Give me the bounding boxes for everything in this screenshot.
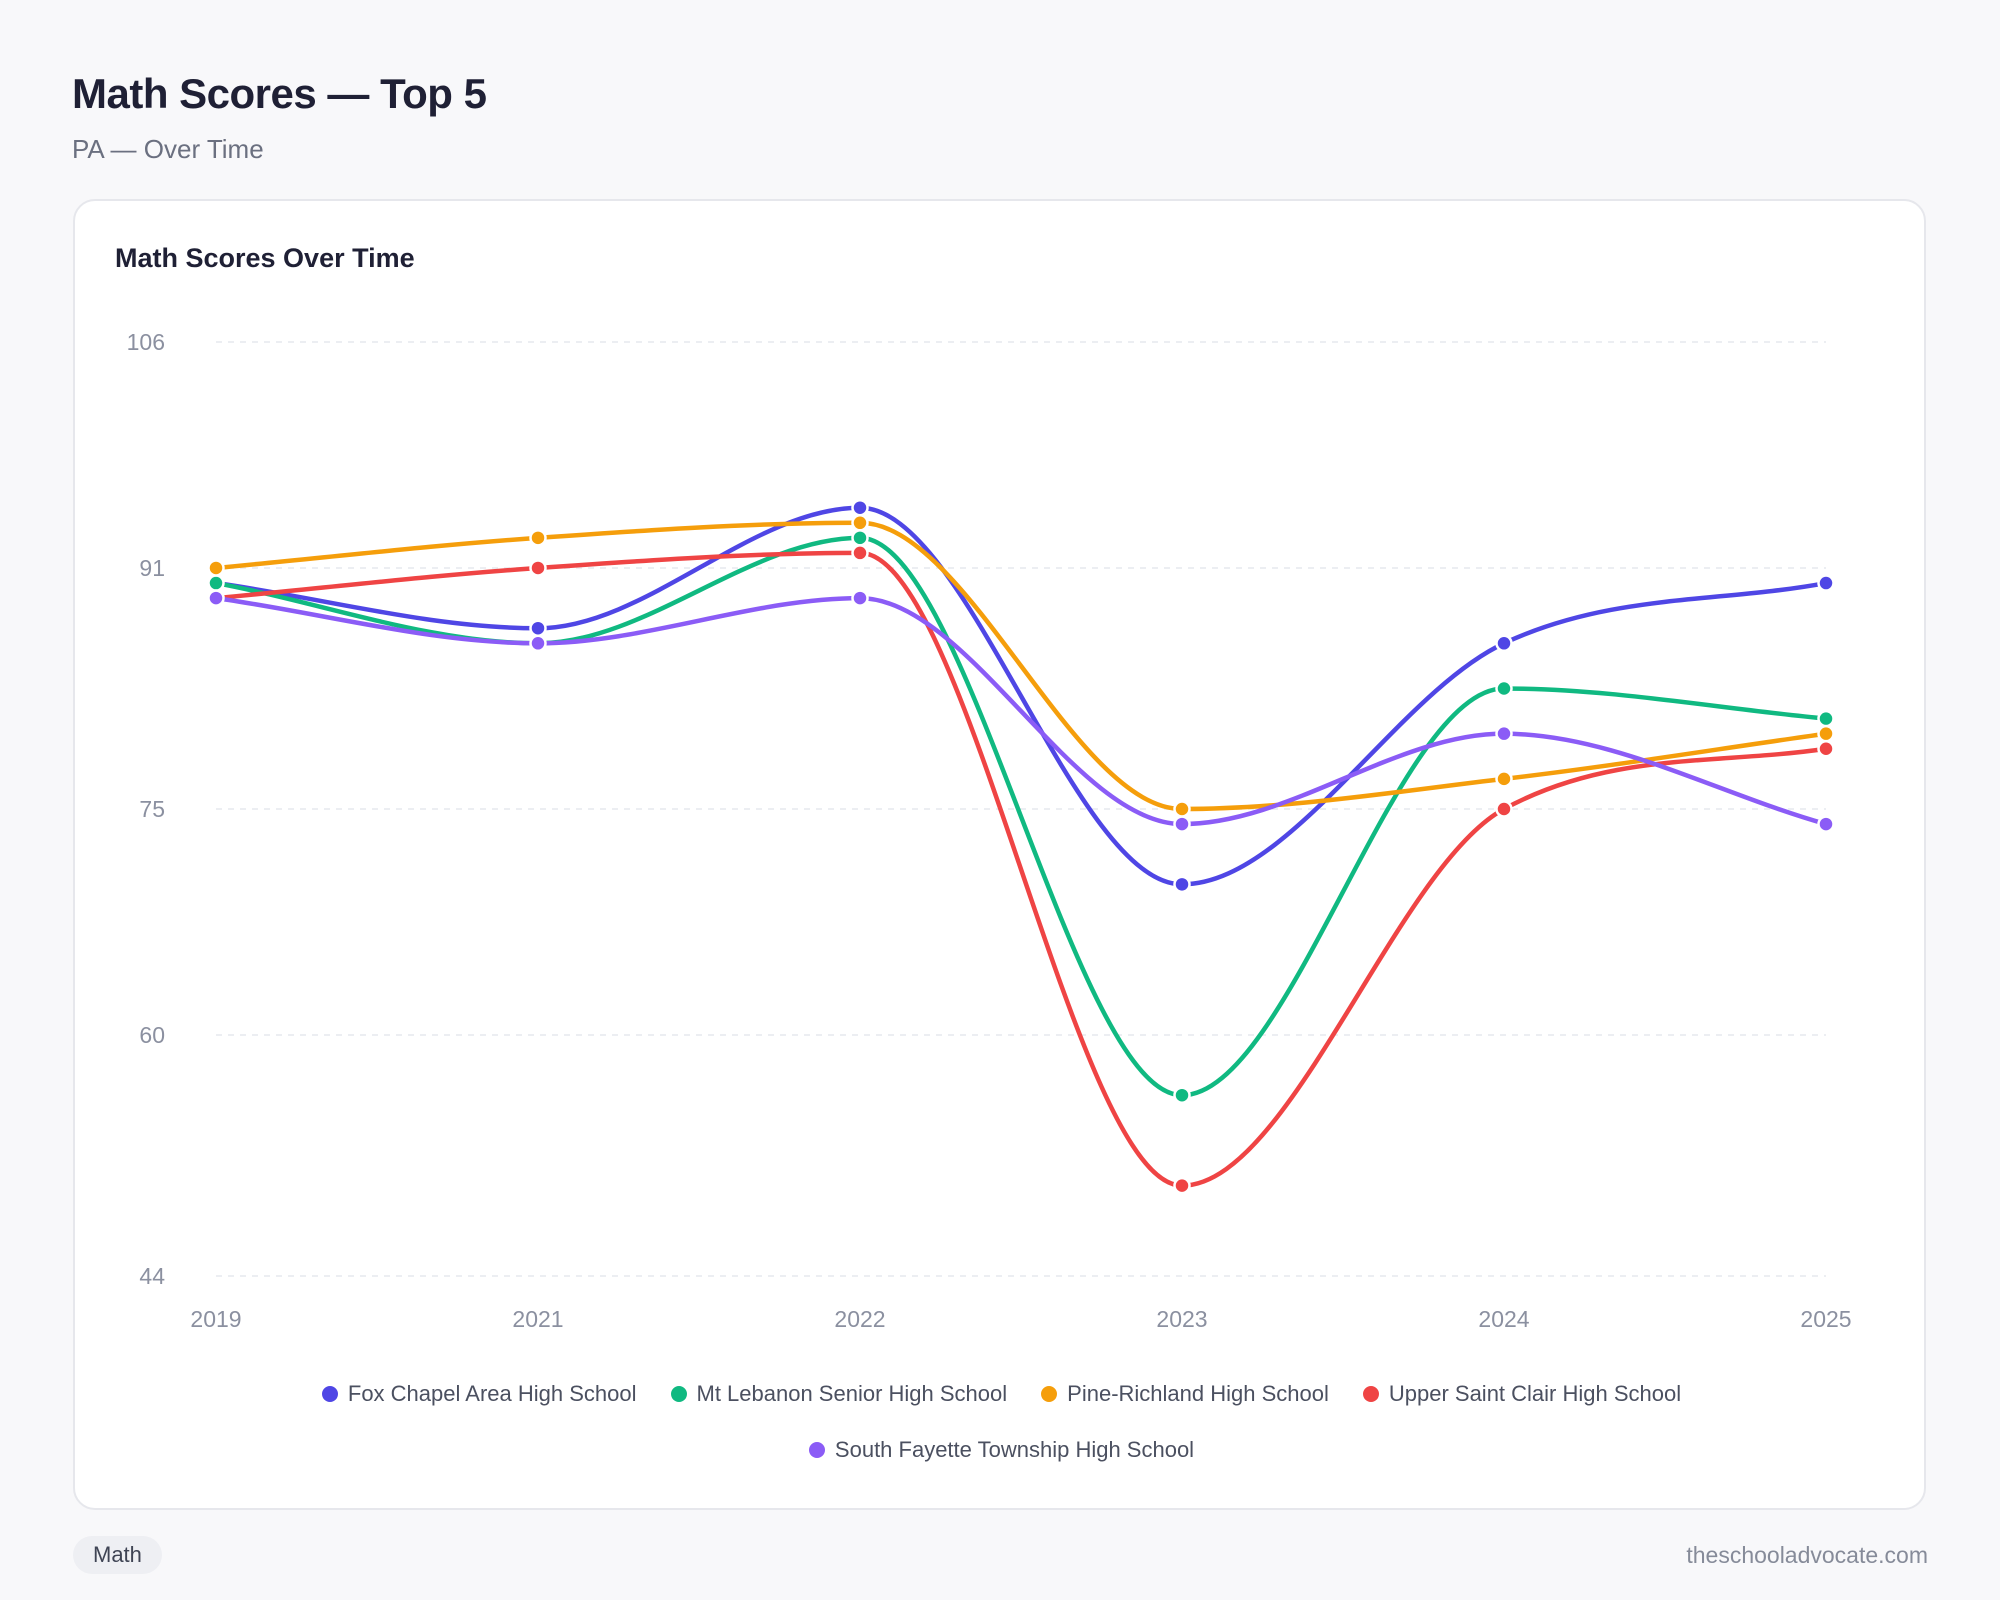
line-chart: 44 60 75 91 106 2019 2021 2022 2023 2024 2025 bbox=[127, 329, 1852, 1332]
data-point bbox=[1495, 770, 1513, 788]
x-tick-label: 2025 bbox=[1800, 1306, 1851, 1332]
x-tick-label: 2022 bbox=[834, 1306, 885, 1332]
data-point bbox=[207, 574, 225, 592]
data-point bbox=[207, 589, 225, 607]
page-title: Math Scores — Top 5 bbox=[72, 70, 487, 117]
data-point bbox=[1817, 815, 1835, 833]
series-3 bbox=[207, 544, 1835, 1195]
data-point bbox=[529, 529, 547, 547]
chart-legend: Fox Chapel Area High School Mt Lebanon Se… bbox=[75, 1381, 1928, 1493]
subject-tag[interactable]: Math bbox=[73, 1536, 162, 1574]
legend-label: Pine-Richland High School bbox=[1067, 1381, 1329, 1406]
legend-label: South Fayette Township High School bbox=[834, 1437, 1195, 1462]
data-point bbox=[1173, 1086, 1191, 1104]
legend-item[interactable]: Pine-Richland High School bbox=[1041, 1381, 1329, 1407]
legend-item[interactable]: South Fayette Township High School bbox=[808, 1437, 1195, 1463]
series-2 bbox=[207, 514, 1835, 818]
data-point bbox=[1817, 574, 1835, 592]
y-tick-label: 44 bbox=[139, 1263, 165, 1289]
x-tick-label: 2024 bbox=[1478, 1306, 1529, 1332]
data-point bbox=[851, 589, 869, 607]
data-point bbox=[851, 498, 869, 517]
data-point bbox=[529, 619, 547, 637]
series-line bbox=[213, 595, 1829, 827]
data-point bbox=[851, 544, 869, 562]
data-point bbox=[1173, 1176, 1191, 1195]
data-point bbox=[1173, 875, 1191, 894]
series-0 bbox=[207, 498, 1835, 894]
data-point bbox=[1817, 724, 1835, 743]
page-subtitle: PA — Over Time bbox=[72, 134, 264, 164]
legend-item[interactable]: Fox Chapel Area High School bbox=[321, 1381, 637, 1407]
data-point bbox=[207, 559, 225, 577]
series-line bbox=[213, 550, 1829, 1188]
legend-swatch bbox=[321, 1386, 338, 1402]
legend-row: Fox Chapel Area High School Mt Lebanon Se… bbox=[75, 1381, 1928, 1407]
data-point bbox=[1817, 739, 1835, 758]
data-point bbox=[1495, 800, 1513, 818]
data-point bbox=[851, 514, 869, 532]
legend-swatch bbox=[670, 1386, 687, 1402]
x-tick-label: 2021 bbox=[512, 1306, 563, 1332]
chart-card: Math Scores Over Time 44 60 75 91 106 2019 202… bbox=[73, 199, 1926, 1510]
y-tick-label: 91 bbox=[139, 555, 165, 581]
data-point bbox=[529, 634, 547, 653]
data-point bbox=[1495, 724, 1513, 743]
legend-label: Upper Saint Clair High School bbox=[1388, 1381, 1682, 1406]
data-point bbox=[529, 559, 547, 577]
y-tick-label: 106 bbox=[127, 329, 165, 355]
legend-label: Fox Chapel Area High School bbox=[347, 1381, 637, 1406]
chart-title: Math Scores Over Time bbox=[115, 243, 415, 273]
series-line bbox=[213, 520, 1829, 812]
site-credit[interactable]: theschooladvocate.com bbox=[1686, 1542, 1928, 1568]
legend-item[interactable]: Upper Saint Clair High School bbox=[1362, 1381, 1682, 1407]
legend-label: Mt Lebanon Senior High School bbox=[696, 1381, 1008, 1406]
data-point bbox=[1495, 634, 1513, 653]
data-point bbox=[1173, 800, 1191, 818]
series-4 bbox=[207, 589, 1835, 833]
data-point bbox=[1173, 815, 1191, 833]
y-tick-label: 75 bbox=[139, 796, 165, 822]
x-tick-label: 2019 bbox=[190, 1306, 241, 1332]
legend-swatch bbox=[1041, 1386, 1058, 1402]
y-tick-label: 60 bbox=[139, 1022, 165, 1048]
legend-swatch bbox=[1362, 1386, 1379, 1402]
data-point bbox=[1817, 709, 1835, 728]
x-tick-label: 2023 bbox=[1156, 1306, 1207, 1332]
legend-item[interactable]: Mt Lebanon Senior High School bbox=[670, 1381, 1008, 1407]
legend-row: South Fayette Township High School bbox=[75, 1437, 1928, 1463]
series-line bbox=[213, 505, 1829, 887]
data-point bbox=[1495, 679, 1513, 698]
legend-swatch bbox=[808, 1442, 825, 1458]
data-point bbox=[851, 529, 869, 547]
